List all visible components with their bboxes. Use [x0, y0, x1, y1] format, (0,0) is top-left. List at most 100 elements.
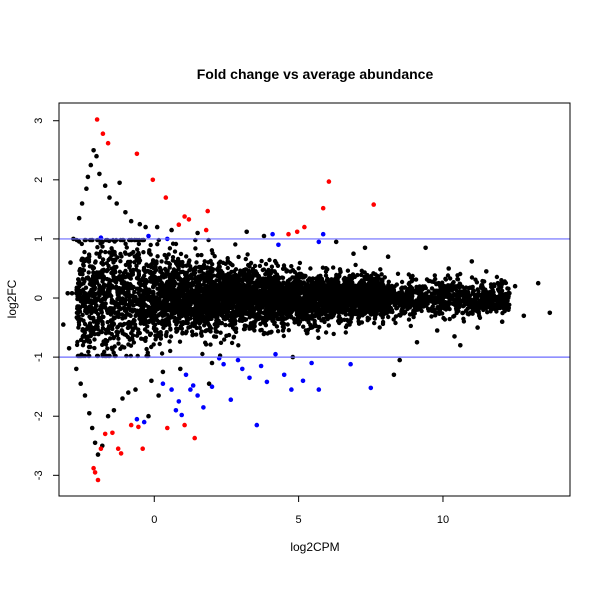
data-point: [128, 422, 134, 428]
data-point: [133, 387, 138, 392]
data-point: [201, 405, 206, 410]
data-point: [105, 413, 111, 419]
data-point: [78, 291, 83, 296]
data-point: [79, 201, 85, 206]
data-point: [235, 357, 241, 363]
data-point: [264, 379, 270, 385]
data-point: [434, 328, 440, 333]
data-point: [111, 408, 117, 413]
data-point: [452, 334, 457, 339]
data-point: [512, 283, 518, 289]
data-point: [458, 343, 463, 348]
data-point: [320, 231, 326, 237]
data-point: [114, 201, 119, 206]
data-point: [91, 465, 96, 471]
data-point: [163, 195, 169, 200]
data-point: [134, 416, 140, 422]
data-point: [97, 171, 102, 177]
data-point: [134, 151, 140, 157]
data-point: [91, 148, 96, 153]
y-tick-label: -2: [33, 411, 45, 421]
data-point: [320, 205, 326, 211]
data-point: [182, 214, 187, 219]
data-point: [61, 322, 66, 327]
data-point: [385, 254, 391, 259]
data-point: [179, 412, 184, 418]
data-point: [74, 366, 79, 372]
data-point: [178, 366, 183, 372]
data-point: [333, 239, 339, 245]
data-point: [261, 233, 267, 239]
data-point: [82, 393, 88, 398]
plot-frame: [58, 102, 571, 497]
data-point: [126, 390, 131, 395]
data-point: [82, 291, 88, 296]
data-point: [188, 387, 193, 392]
data-point: [371, 202, 377, 207]
data-point: [423, 245, 428, 251]
data-point: [469, 259, 475, 264]
data-point: [110, 430, 115, 436]
data-point: [94, 153, 99, 159]
data-point: [302, 224, 307, 230]
data-point: [92, 440, 98, 446]
data-point: [368, 385, 374, 391]
data-point: [326, 179, 332, 184]
threshold-lines: [59, 238, 570, 358]
data-point: [414, 340, 420, 345]
data-point: [89, 425, 95, 431]
data-point: [521, 313, 527, 319]
data-point: [65, 291, 70, 296]
x-axis: 0 5 10: [151, 496, 449, 526]
data-point: [499, 319, 505, 325]
data-point: [102, 431, 108, 437]
chart-title: Fold change vs average abundance: [197, 66, 434, 82]
data-point: [203, 227, 209, 233]
data-point: [535, 280, 541, 286]
y-tick-label: -3: [33, 470, 45, 480]
data-point: [309, 360, 314, 366]
data-point: [258, 363, 264, 369]
data-point: [146, 413, 151, 419]
x-tick-label: 5: [296, 514, 302, 526]
data-point: [165, 425, 170, 431]
data-point: [149, 378, 154, 384]
data-point: [87, 411, 92, 416]
data-point: [137, 221, 143, 227]
data-point: [94, 117, 100, 122]
data-point: [95, 477, 101, 483]
x-tick-label: 0: [151, 514, 157, 526]
data-point: [66, 346, 72, 351]
data-point: [270, 231, 275, 237]
data-point: [128, 218, 134, 224]
data-point: [244, 229, 249, 235]
data-point: [240, 366, 245, 372]
y-tick-label: 0: [33, 295, 45, 301]
data-point: [495, 280, 501, 286]
data-point: [91, 291, 96, 296]
data-point: [78, 381, 83, 387]
data-point: [446, 266, 452, 271]
data-point: [206, 381, 212, 387]
data-point: [154, 224, 160, 230]
data-point: [105, 140, 111, 146]
data-point: [316, 239, 322, 245]
data-point: [140, 446, 145, 452]
data-point: [95, 291, 101, 296]
data-point: [100, 291, 105, 296]
data-point: [228, 397, 234, 403]
data-point: [143, 224, 148, 230]
data-point: [182, 422, 187, 428]
data-point: [160, 381, 166, 387]
data-point: [195, 230, 200, 236]
data-point: [68, 260, 73, 265]
data-point: [76, 215, 82, 221]
data-point: [186, 217, 192, 222]
data-point: [190, 383, 196, 388]
data-point: [84, 186, 89, 191]
data-point: [294, 229, 300, 235]
data-point: [484, 269, 489, 274]
data-point: [547, 310, 553, 316]
data-point: [169, 387, 174, 392]
data-point: [160, 369, 166, 375]
